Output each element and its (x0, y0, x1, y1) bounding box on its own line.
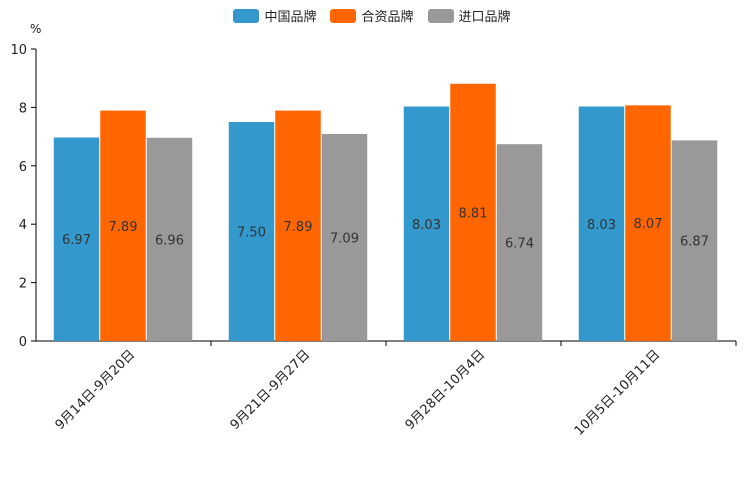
legend-swatch-joint-venture (330, 8, 357, 23)
bar (625, 105, 671, 341)
y-tick-label: 8 (19, 101, 27, 116)
bar-value-label: 6.96 (155, 233, 184, 248)
legend: 中国品牌 合资品牌 进口品牌 (0, 6, 744, 25)
legend-swatch-china (233, 8, 260, 23)
bar (53, 137, 100, 341)
bar (228, 122, 275, 341)
bar-value-label: 7.50 (237, 226, 266, 241)
legend-item-import[interactable]: 进口品牌 (427, 6, 511, 25)
x-tick-label: 9月28日-10月4日 (403, 347, 489, 433)
y-tick-label: 10 (10, 43, 27, 58)
x-tick-label: 9月21日-9月27日 (228, 347, 314, 433)
legend-item-china[interactable]: 中国品牌 (233, 6, 316, 25)
bar-value-label: 6.97 (62, 233, 91, 248)
bar (321, 133, 368, 341)
bar (275, 110, 321, 341)
bar-value-label: 6.74 (505, 237, 534, 252)
y-tick-label: 4 (19, 218, 27, 233)
y-tick-label: 6 (19, 160, 27, 175)
bar (146, 137, 193, 341)
bar-value-label: 7.09 (330, 231, 359, 246)
legend-label-import: 进口品牌 (458, 10, 511, 25)
bar-value-label: 7.89 (284, 220, 313, 235)
bar-value-label: 8.07 (634, 217, 663, 232)
legend-swatch-import (427, 8, 454, 23)
bar-value-label: 7.89 (109, 220, 138, 235)
x-tick-label: 10月5日-10月11日 (572, 347, 664, 439)
bar (403, 106, 450, 341)
bar-value-label: 8.03 (412, 218, 441, 233)
bar (671, 140, 718, 341)
bar (450, 83, 496, 342)
legend-item-joint-venture[interactable]: 合资品牌 (330, 6, 414, 25)
bar (578, 106, 625, 341)
bar (496, 144, 543, 341)
bar-value-label: 6.87 (680, 235, 709, 250)
bar-value-label: 8.03 (587, 218, 616, 233)
y-axis-unit: % (30, 22, 42, 36)
bar (100, 110, 146, 341)
y-tick-label: 0 (19, 335, 27, 350)
y-tick-label: 2 (19, 277, 27, 292)
legend-label-china: 中国品牌 (264, 10, 317, 25)
legend-label-joint-venture: 合资品牌 (361, 10, 414, 25)
x-tick-label: 9月14日-9月20日 (53, 347, 139, 433)
bar-value-label: 8.81 (459, 206, 488, 221)
